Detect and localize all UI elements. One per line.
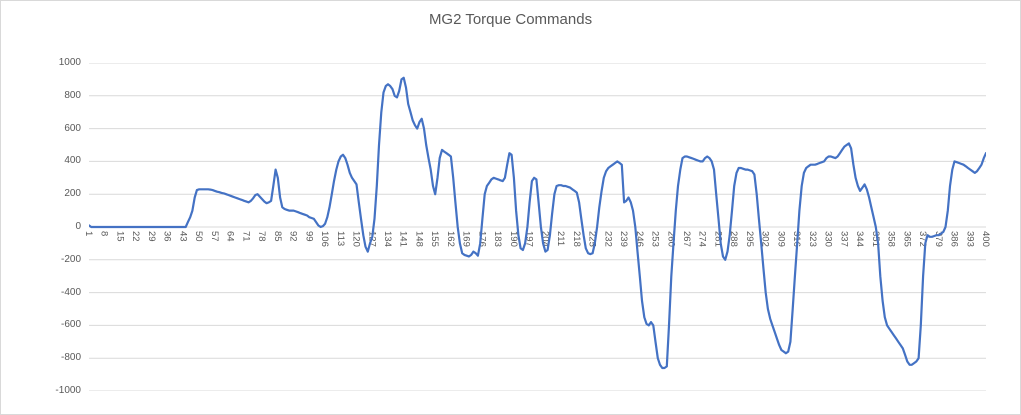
x-axis-tick-label: 120 — [350, 231, 362, 247]
x-axis-tick-label: 22 — [130, 231, 142, 242]
x-axis-tick-label: 148 — [413, 231, 425, 247]
x-axis-tick-label: 372 — [917, 231, 929, 247]
x-axis-tick-label: 246 — [633, 231, 645, 247]
series-line — [89, 76, 986, 370]
x-axis-tick-label: 176 — [476, 231, 488, 247]
x-axis-tick-label: 106 — [319, 231, 331, 247]
y-axis-tick-label: 200 — [64, 188, 81, 200]
x-axis-tick-label: 155 — [429, 231, 441, 247]
x-axis-tick-label: 141 — [397, 231, 409, 247]
y-axis-tick-label: 400 — [64, 155, 81, 167]
x-axis-tick-label: 274 — [696, 231, 708, 247]
y-axis-tick-label: 0 — [75, 221, 81, 232]
x-axis-tick-label: 113 — [334, 231, 346, 247]
x-axis-tick-label: 365 — [901, 231, 913, 247]
x-axis-tick-label: 85 — [271, 231, 283, 242]
y-axis-tick-label: 600 — [64, 122, 81, 134]
x-axis-tick-label: 99 — [303, 231, 315, 242]
x-axis-tick-label: 190 — [507, 231, 519, 247]
x-axis-tick-label: 351 — [869, 231, 881, 247]
x-axis-tick-label: 295 — [743, 231, 755, 247]
y-axis-tick-label: -800 — [60, 352, 81, 364]
y-axis-tick-label: -200 — [60, 253, 81, 265]
x-axis-tick-label: 330 — [822, 231, 834, 247]
x-axis-tick-label: 64 — [224, 231, 236, 242]
x-axis-tick-label: 225 — [586, 231, 598, 247]
x-axis-tick-label: 43 — [177, 231, 189, 242]
x-axis-tick-label: 29 — [145, 231, 157, 242]
x-axis-tick-label: 309 — [775, 231, 787, 247]
y-axis-tick-label: -400 — [60, 286, 81, 298]
x-axis-tick-label: 183 — [492, 231, 504, 247]
x-axis-tick-label: 162 — [444, 231, 456, 247]
x-axis-tick-label: 57 — [208, 231, 220, 242]
x-axis-tick-label: 337 — [838, 231, 850, 247]
x-axis-tick-label: 267 — [681, 231, 692, 247]
x-axis-tick-label: 1 — [83, 231, 94, 237]
x-axis-tick-label: 323 — [806, 231, 818, 247]
x-axis-tick-label: 92 — [287, 231, 299, 242]
plot-area — [89, 63, 986, 391]
x-axis-tick-label: 169 — [460, 231, 472, 247]
x-axis-tick-label: 288 — [728, 231, 740, 247]
x-axis-tick-label: 253 — [649, 231, 661, 247]
x-axis-tick-label: 302 — [759, 231, 771, 247]
x-axis-tick-label: 15 — [114, 231, 126, 242]
x-axis-tick-label: 36 — [161, 231, 173, 242]
x-axis-tick-label: 400 — [980, 231, 991, 247]
x-axis-tick-label: 71 — [240, 231, 252, 242]
x-axis-tick-label: 386 — [948, 231, 960, 247]
y-axis-tick-label: 1000 — [58, 57, 81, 68]
y-axis-tick-label: -1000 — [55, 385, 81, 396]
x-axis-tick-label: 218 — [570, 231, 582, 247]
x-axis-tick-label: 393 — [964, 231, 976, 247]
x-axis-tick-label: 50 — [193, 231, 205, 242]
x-axis-tick-label: 197 — [523, 231, 535, 247]
x-axis-tick-label: 8 — [98, 231, 110, 237]
y-axis-tick-label: -600 — [60, 319, 81, 331]
x-axis-tick-label: 358 — [885, 231, 897, 247]
x-axis-tick-label: 379 — [932, 231, 944, 247]
x-axis-tick-label: 134 — [382, 231, 393, 247]
x-axis-tick-label: 211 — [555, 231, 567, 247]
x-axis-tick-label: 281 — [712, 231, 724, 247]
x-axis-tick-label: 260 — [665, 231, 677, 247]
x-axis-tick-label: 344 — [854, 231, 866, 247]
x-axis-tick-label: 239 — [618, 231, 630, 247]
chart-title: MG2 Torque Commands — [428, 11, 593, 28]
x-axis-tick-label: 204 — [539, 231, 551, 247]
y-axis-tick-label: 800 — [64, 89, 81, 101]
x-axis-tick-label: 232 — [602, 231, 614, 247]
x-axis-tick-label: 78 — [256, 231, 268, 242]
